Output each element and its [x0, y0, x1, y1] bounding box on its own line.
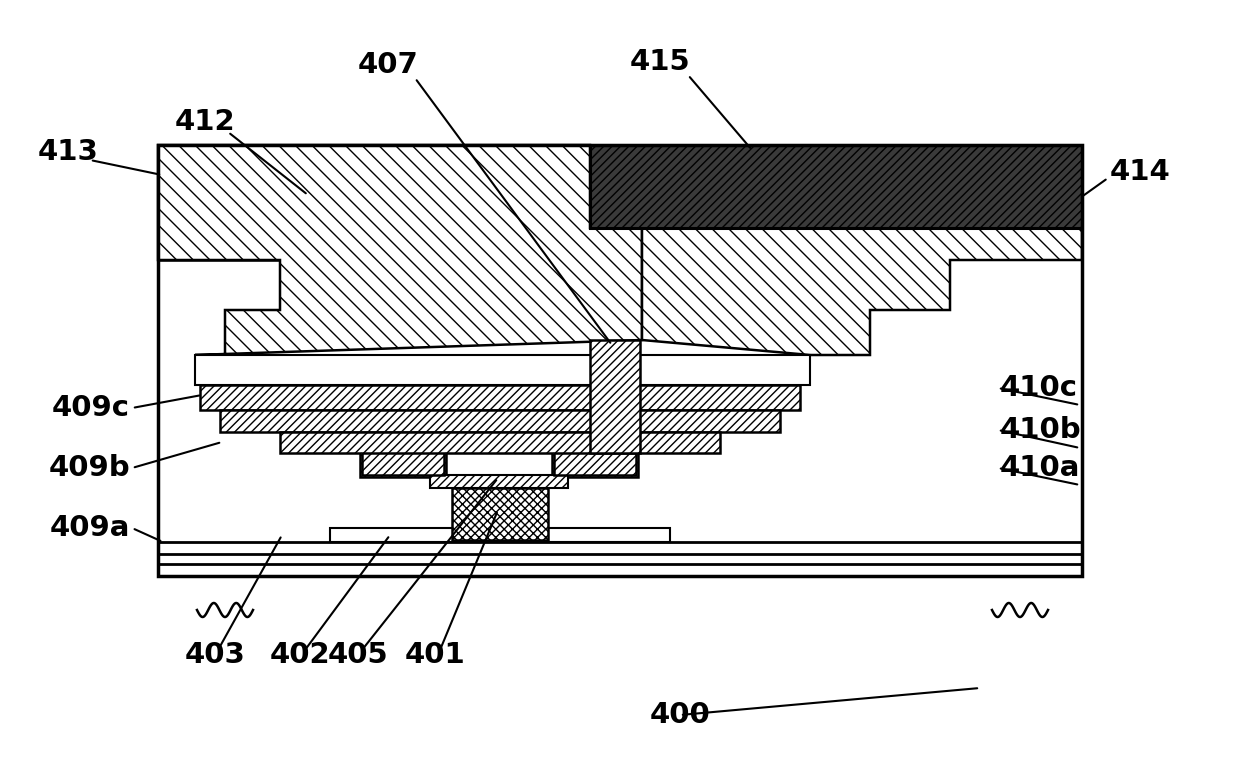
Polygon shape — [195, 355, 810, 385]
Polygon shape — [430, 475, 568, 488]
Polygon shape — [157, 145, 642, 355]
Bar — [157, 145, 1083, 576]
Text: 413: 413 — [37, 138, 98, 166]
Text: 410b: 410b — [999, 416, 1081, 444]
Polygon shape — [362, 453, 444, 475]
Text: 409c: 409c — [52, 394, 130, 422]
Text: 410a: 410a — [999, 454, 1080, 482]
Text: 405: 405 — [327, 641, 388, 669]
Text: 409b: 409b — [48, 454, 130, 482]
Text: 412: 412 — [175, 108, 236, 136]
Polygon shape — [280, 432, 720, 477]
Text: 402: 402 — [269, 641, 330, 669]
Polygon shape — [219, 410, 780, 432]
Text: 407: 407 — [357, 51, 418, 79]
Polygon shape — [453, 488, 548, 540]
Polygon shape — [590, 340, 640, 453]
Text: 400: 400 — [650, 701, 711, 729]
Polygon shape — [642, 145, 1083, 355]
Polygon shape — [200, 385, 800, 410]
Text: 409a: 409a — [50, 514, 130, 542]
Polygon shape — [554, 453, 636, 475]
Polygon shape — [157, 145, 1083, 576]
Text: 410c: 410c — [999, 374, 1078, 402]
Polygon shape — [590, 145, 1083, 228]
Polygon shape — [330, 528, 670, 542]
Text: 403: 403 — [185, 641, 246, 669]
Text: 401: 401 — [404, 641, 465, 669]
Polygon shape — [157, 145, 640, 310]
Text: 415: 415 — [630, 48, 691, 76]
Text: 414: 414 — [1110, 158, 1171, 186]
